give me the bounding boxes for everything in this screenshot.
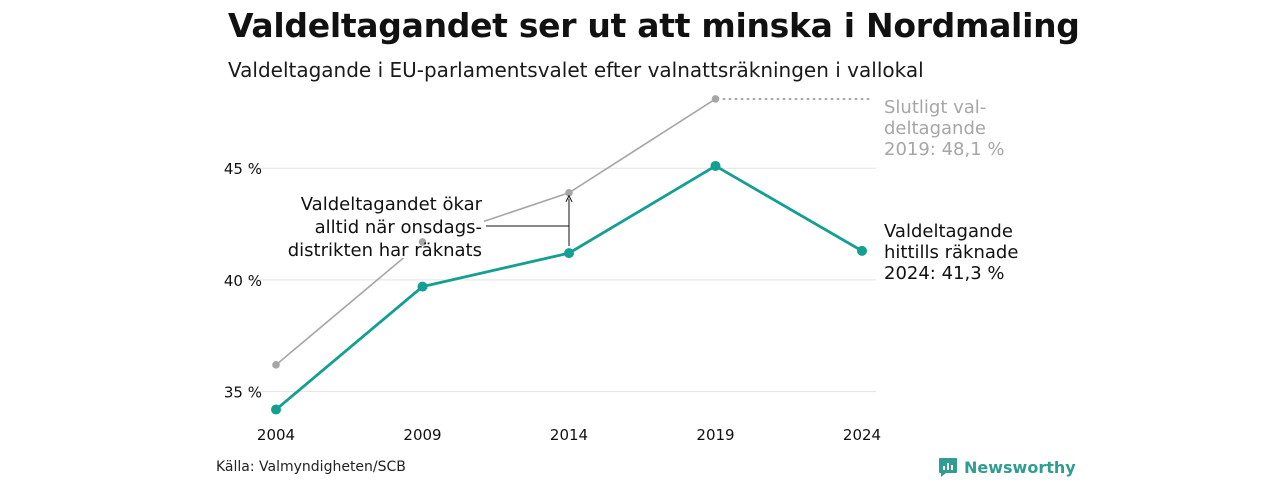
newsworthy-logo-icon [939, 458, 957, 477]
chart-subtitle: Valdeltagande i EU-parlamentsvalet efter… [228, 58, 924, 82]
series-point-current [271, 404, 281, 415]
annotation-arrow-head [565, 194, 573, 203]
y-tick-label: 40 % [224, 272, 262, 290]
y-tick-label: 45 % [224, 160, 262, 178]
annotation-note-text: alltid när onsdags- [315, 217, 482, 238]
series-point-current [857, 245, 867, 256]
chart-title: Valdeltagandet ser ut att minska i Nordm… [228, 6, 1080, 45]
current-series-label: Valdeltagande [884, 221, 1013, 242]
series-point-final [565, 188, 573, 197]
x-tick-label: 2024 [843, 426, 881, 444]
final-series-label: 2019: 48,1 % [884, 139, 1005, 160]
series-point-current [710, 160, 721, 171]
series-point-final [711, 95, 720, 103]
x-tick-label: 2009 [403, 426, 441, 444]
current-series-label: hittills räknade [884, 242, 1018, 263]
annotation-note-text: distrikten har räknats [288, 240, 482, 261]
final-series-label: deltagande [884, 118, 986, 139]
brand-logo[interactable]: Newsworthy [938, 456, 1076, 478]
y-tick-label: 35 % [224, 384, 262, 402]
x-tick-label: 2014 [550, 426, 588, 444]
current-series-label: 2024: 41,3 % [884, 263, 1005, 284]
series-point-current [564, 248, 574, 259]
series-line-final [275, 98, 716, 366]
source-note: Källa: Valmyndigheten/SCB [216, 459, 406, 475]
series-point-current [417, 281, 428, 292]
series-point-final [418, 238, 427, 246]
annotation-note-text: Valdeltagandet ökar [301, 194, 483, 215]
x-tick-label: 2004 [257, 426, 295, 444]
brand-name: Newsworthy [964, 457, 1076, 477]
note-background [288, 190, 484, 258]
final-series-label: Slutligt val- [884, 97, 986, 118]
series-point-final [272, 361, 280, 369]
x-tick-label: 2019 [696, 426, 734, 444]
